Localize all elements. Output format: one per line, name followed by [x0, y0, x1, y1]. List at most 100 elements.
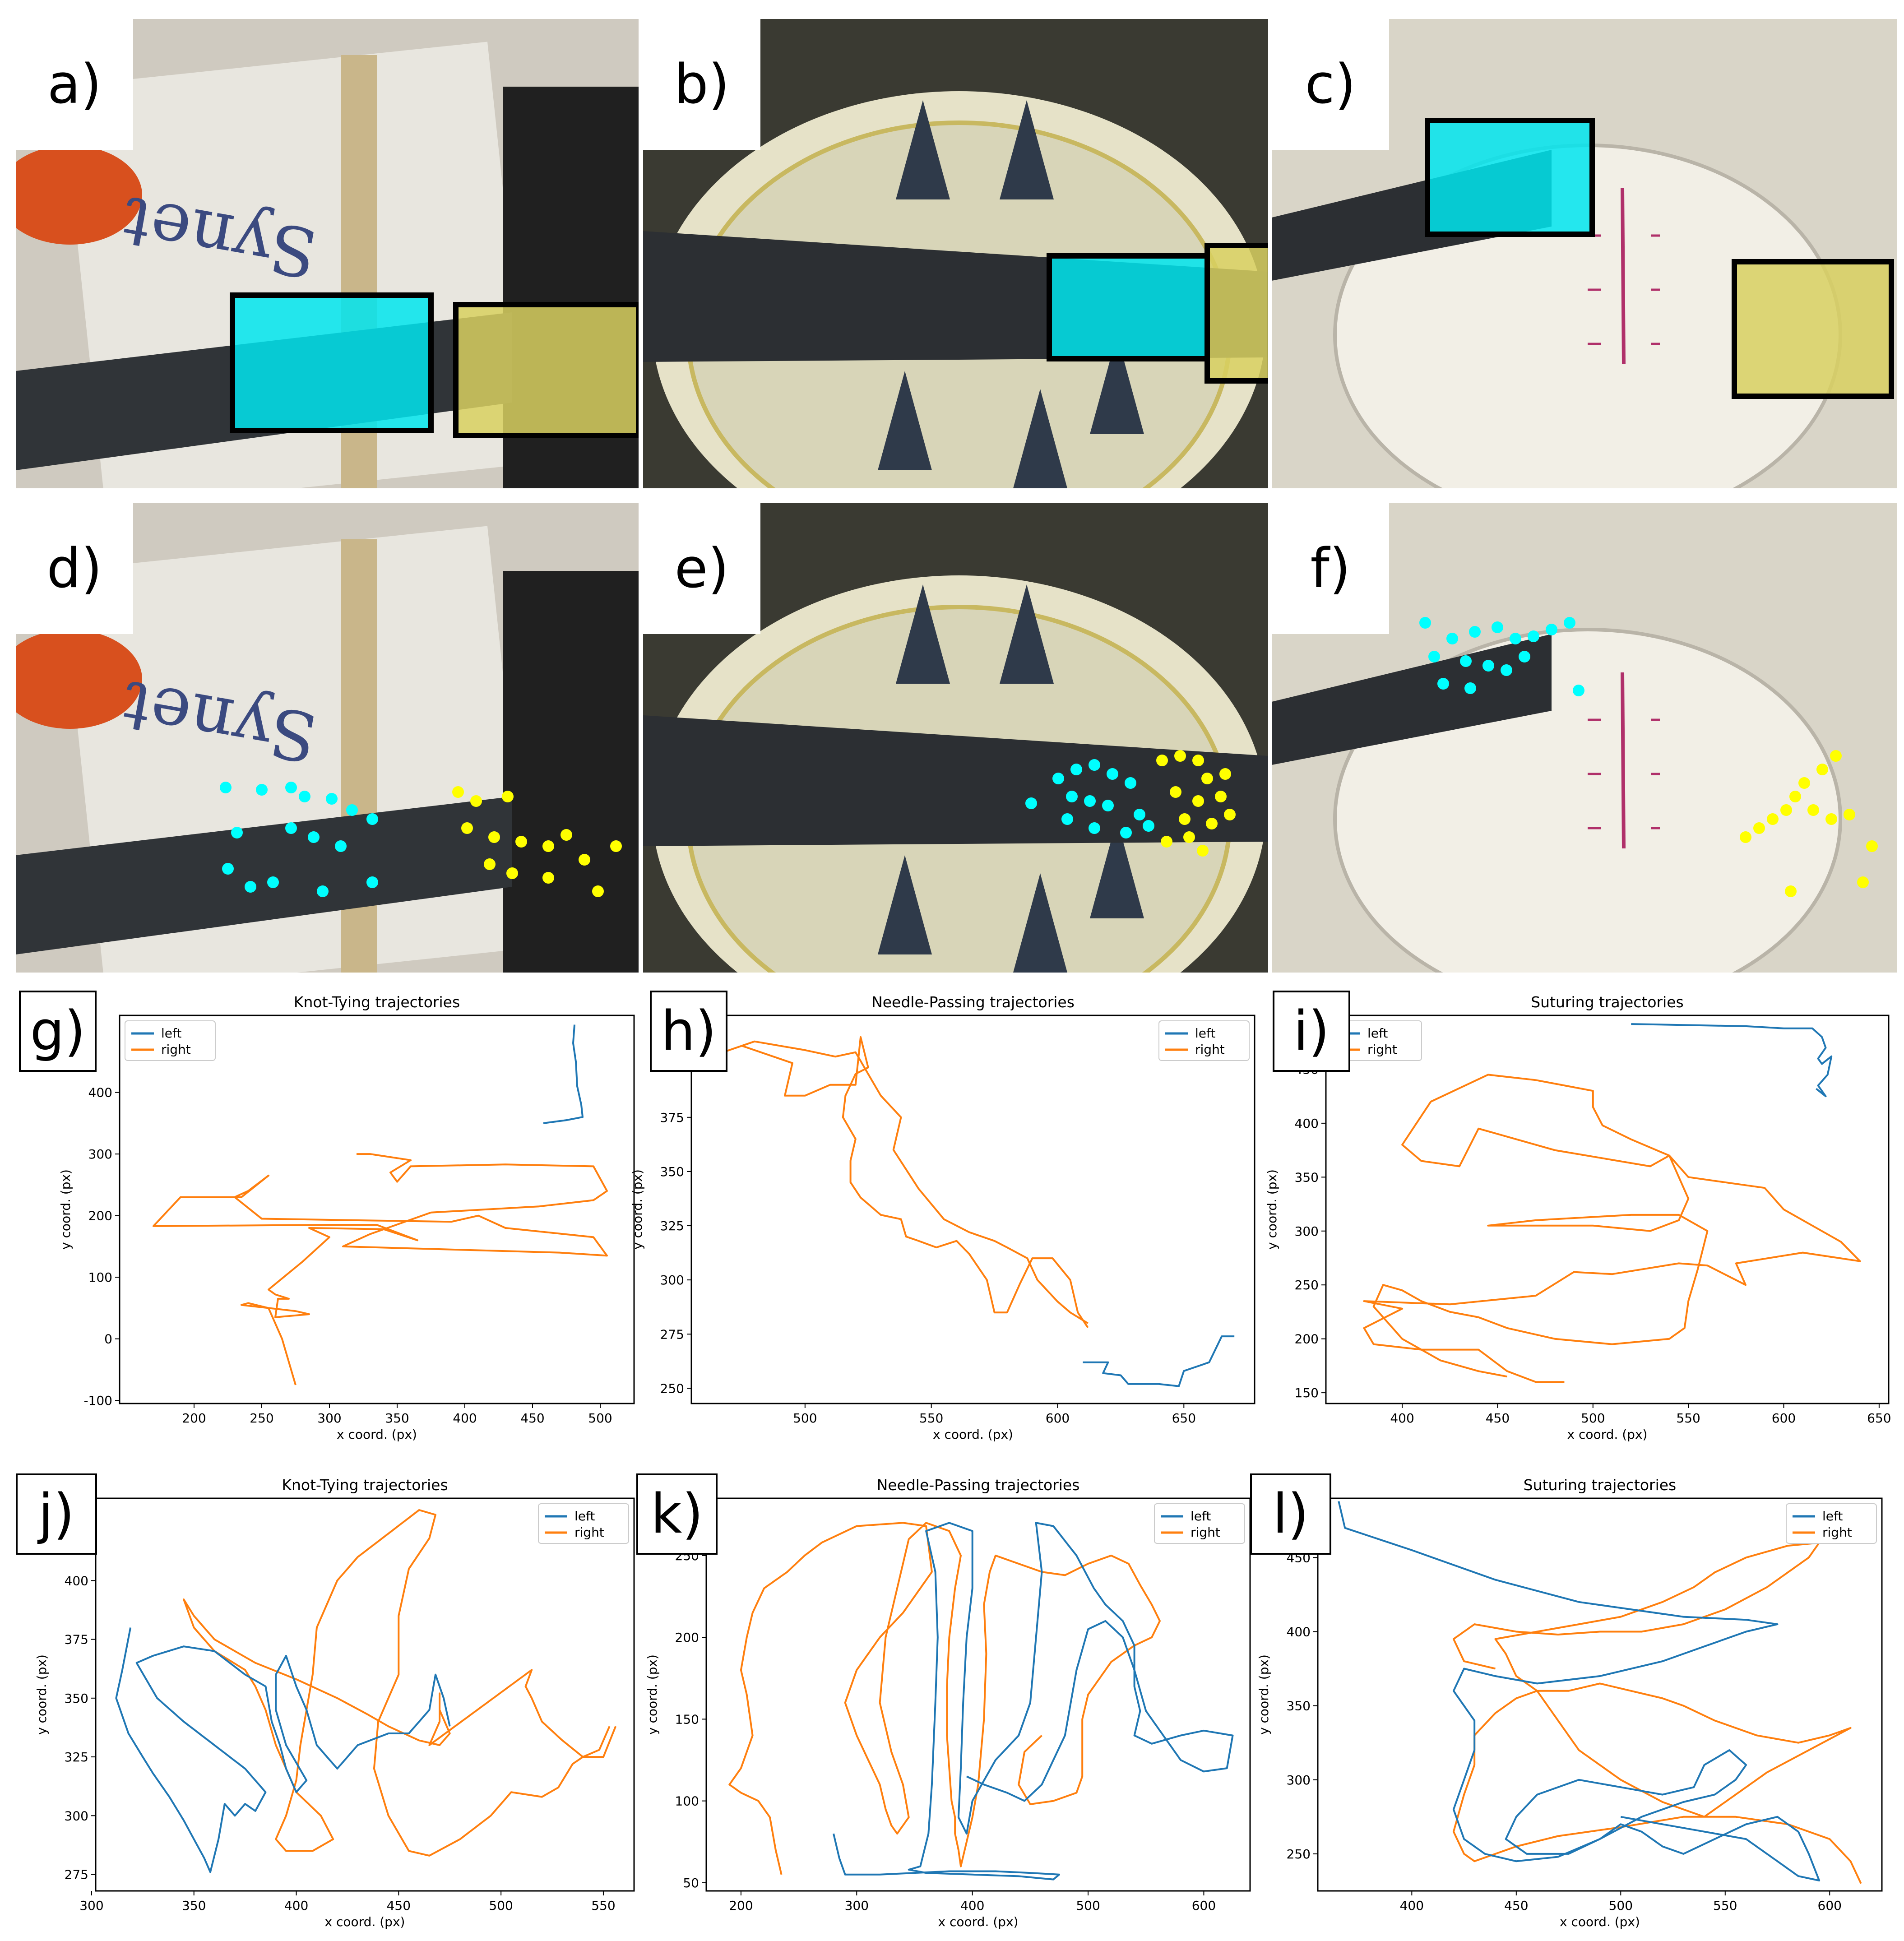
- legend-label-left: left: [1822, 1509, 1843, 1524]
- x-tick-label: 500: [1581, 1411, 1605, 1426]
- plot-area: [705, 1497, 1251, 1892]
- legend-label-left: left: [1191, 1509, 1211, 1524]
- x-tick-label: 300: [845, 1898, 869, 1913]
- x-tick-label: 550: [1713, 1898, 1737, 1913]
- series-line-right: [183, 1509, 617, 1857]
- left-tool-box: [230, 292, 434, 433]
- y-tick-label: 200: [675, 1630, 699, 1645]
- y-tick-label: 300: [660, 1273, 684, 1288]
- legend-label-left: left: [161, 1026, 181, 1041]
- x-tick-label: 400: [284, 1898, 308, 1913]
- x-tick-label: 400: [453, 1411, 477, 1426]
- photo-panel-b: b): [643, 19, 1268, 488]
- x-tick-label: 500: [1076, 1898, 1100, 1913]
- y-tick-label: 0: [104, 1332, 112, 1347]
- needle-passing-keypoints-scene: [643, 503, 1268, 973]
- x-tick-label: 200: [182, 1411, 206, 1426]
- y-tick-label: 400: [1295, 1116, 1319, 1131]
- panel-letter-g: g): [19, 991, 97, 1072]
- x-tick-label: 450: [1486, 1411, 1510, 1426]
- x-axis-label: x coord. (px): [337, 1427, 417, 1442]
- x-axis-label: x coord. (px): [933, 1427, 1013, 1442]
- series-line-right: [153, 1153, 608, 1385]
- needle-passing-chart: Needle-Passing trajectories 200 300 400 500 6…: [645, 1476, 1251, 1929]
- right-tool-box: [1732, 259, 1894, 399]
- legend-label-right: right: [1195, 1042, 1225, 1057]
- panel-letter-a: a): [16, 19, 133, 150]
- legend-label-right: right: [161, 1042, 191, 1057]
- x-tick-label: 350: [182, 1898, 206, 1913]
- photo-panel-f: f): [1272, 503, 1897, 973]
- panel-letter-b: b): [643, 19, 760, 150]
- panel-letter-i: i): [1273, 991, 1350, 1072]
- x-tick-label: 550: [1676, 1411, 1700, 1426]
- x-tick-label: 350: [385, 1411, 409, 1426]
- series-line-left: [833, 1522, 1234, 1881]
- x-tick-label: 600: [1192, 1898, 1216, 1913]
- y-axis-label: y coord. (px): [1256, 1654, 1271, 1735]
- y-tick-label: 250: [660, 1381, 684, 1396]
- plot-panel-g: Knot-Tying trajectories 200 250 300 350 400 45…: [0, 984, 641, 1453]
- x-axis-label: x coord. (px): [1567, 1427, 1648, 1442]
- legend-label-right: right: [1367, 1042, 1397, 1057]
- chart-title: Needle-Passing trajectories: [877, 1476, 1080, 1494]
- panel-letter-e: e): [643, 503, 760, 634]
- y-tick-label: 350: [1287, 1699, 1311, 1714]
- series-line-left: [543, 1024, 584, 1124]
- legend-label-right: right: [1822, 1525, 1852, 1540]
- x-tick-label: 300: [317, 1411, 341, 1426]
- legend-label-left: left: [1367, 1026, 1388, 1041]
- y-axis-label: y coord. (px): [1265, 1169, 1279, 1250]
- legend-label-left: left: [1195, 1026, 1215, 1041]
- y-tick-label: 300: [65, 1808, 88, 1823]
- y-tick-label: 400: [65, 1573, 88, 1588]
- x-tick-label: 300: [79, 1898, 103, 1913]
- y-tick-label: 300: [88, 1147, 112, 1162]
- knot-tying-keypoints-scene: Synet: [16, 503, 639, 973]
- series-line-right: [1452, 1542, 1862, 1884]
- plot-panel-j: Knot-Tying trajectories 300 350 400 450 500 55…: [0, 1467, 641, 1941]
- series-line-right: [716, 1036, 1089, 1328]
- right-tool-box: [1204, 243, 1268, 384]
- right-keypoints: [1156, 750, 1236, 857]
- y-tick-label: 200: [88, 1209, 112, 1223]
- right-keypoints: [1740, 750, 1878, 897]
- x-tick-label: 450: [387, 1898, 411, 1913]
- y-tick-label: 150: [675, 1712, 699, 1727]
- x-tick-label: 600: [1772, 1411, 1796, 1426]
- plot-panel-l: Suturing trajectories 400 450 500 550 600 250 3…: [1250, 1467, 1904, 1941]
- chart-title: Needle-Passing trajectories: [871, 993, 1075, 1011]
- y-tick-label: 150: [1295, 1385, 1319, 1400]
- knot-tying-chart: Knot-Tying trajectories 300 350 400 450 500 55…: [34, 1476, 635, 1929]
- x-tick-label: 500: [1609, 1898, 1633, 1913]
- left-tool-box: [1047, 253, 1210, 361]
- panel-letter-j: j): [16, 1473, 97, 1555]
- y-tick-label: 400: [88, 1085, 112, 1100]
- y-tick-label: 275: [65, 1867, 88, 1882]
- legend-label-left: left: [574, 1509, 595, 1524]
- y-axis-label: y coord. (px): [630, 1169, 645, 1250]
- x-tick-label: 400: [1390, 1411, 1414, 1426]
- series-line-left: [115, 1627, 451, 1873]
- x-axis-label: x coord. (px): [325, 1914, 405, 1929]
- plot-panel-i: Suturing trajectories 400 450 500 550 600 650 1…: [1265, 984, 1904, 1453]
- panel-letter-l: l): [1250, 1473, 1331, 1555]
- x-tick-label: 200: [729, 1898, 753, 1913]
- panel-letter-k: k): [636, 1473, 718, 1555]
- x-axis-label: x coord. (px): [1560, 1914, 1640, 1929]
- suturing-scene: [1272, 19, 1897, 488]
- plot-area: [95, 1497, 635, 1892]
- y-tick-label: 50: [683, 1876, 699, 1890]
- y-tick-label: 100: [675, 1794, 699, 1809]
- y-tick-label: 250: [1295, 1278, 1319, 1292]
- y-tick-label: 375: [65, 1632, 88, 1647]
- chart-title: Suturing trajectories: [1524, 1476, 1677, 1494]
- y-tick-label: 400: [1287, 1624, 1311, 1639]
- y-axis-label: y coord. (px): [58, 1169, 73, 1250]
- panel-letter-h: h): [650, 991, 727, 1072]
- y-tick-label: 350: [1295, 1170, 1319, 1185]
- plot-area: [119, 1015, 635, 1404]
- legend-label-right: right: [574, 1525, 604, 1540]
- plot-area: [1317, 1497, 1883, 1892]
- y-tick-label: 350: [65, 1691, 88, 1706]
